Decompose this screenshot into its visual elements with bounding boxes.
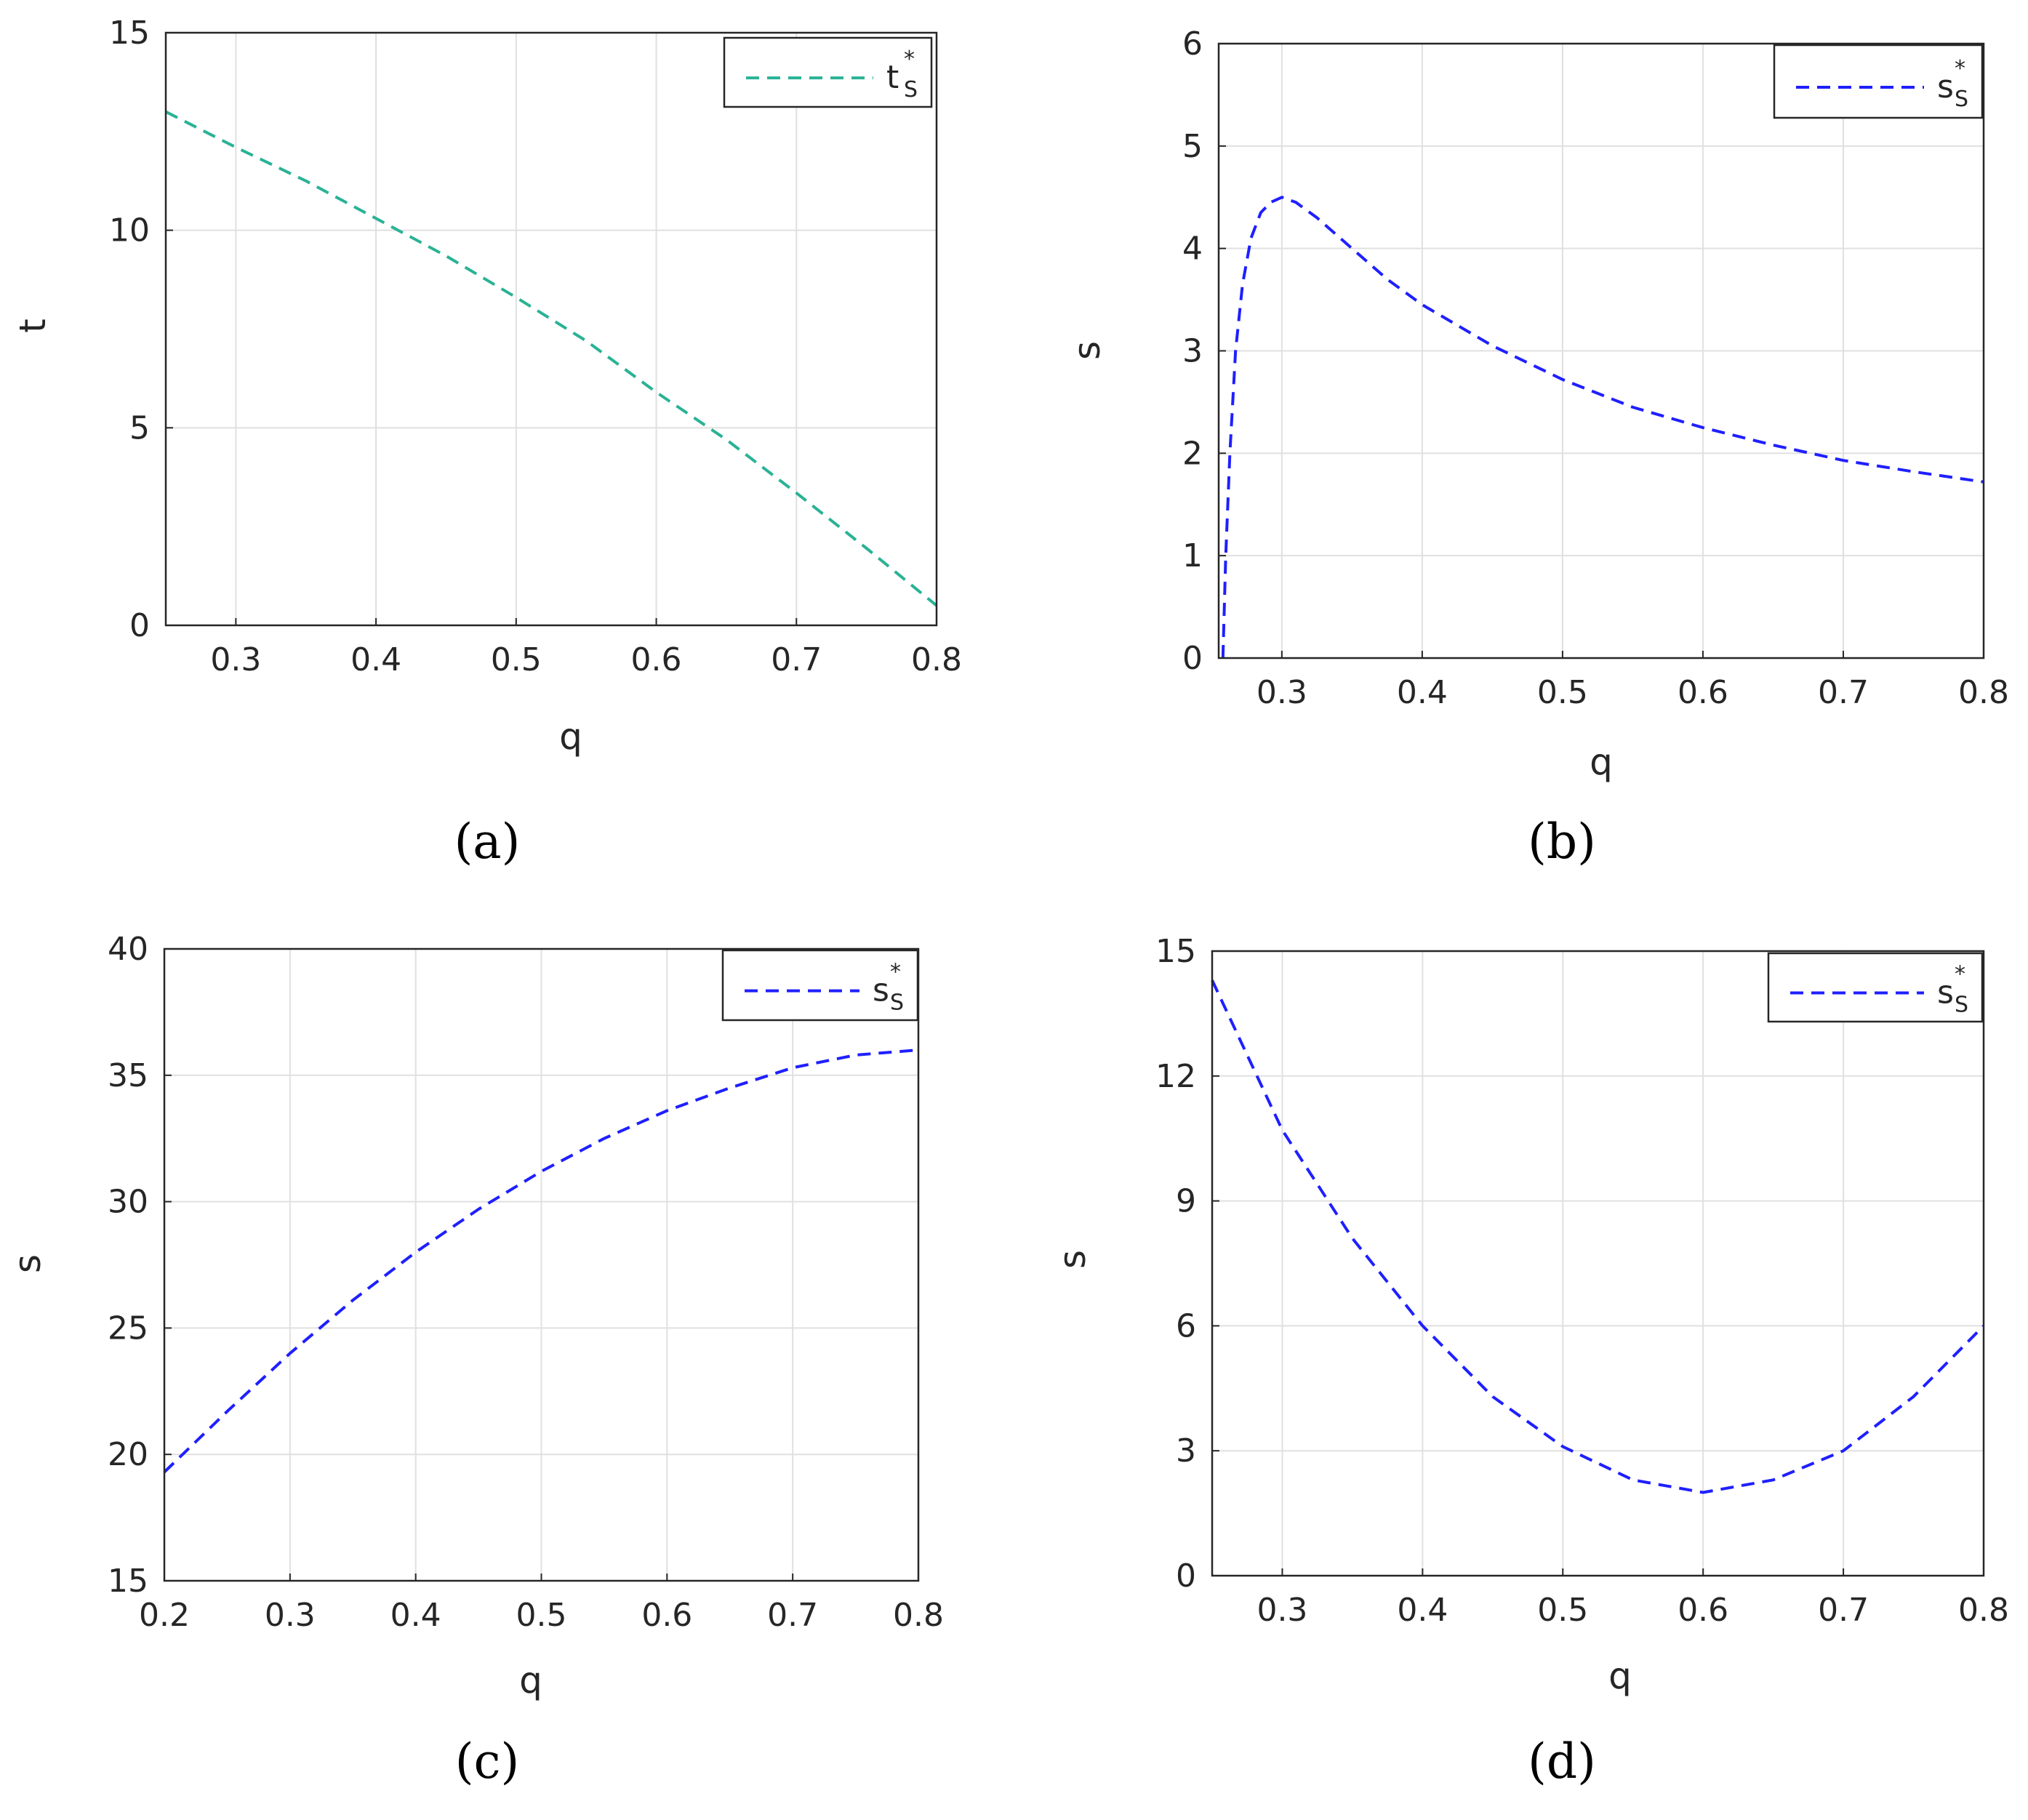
- x-tick-label-a-4: 0.7: [771, 641, 822, 678]
- x-axis-label-c: q: [519, 1659, 542, 1701]
- y-axis-label-c: s: [7, 1254, 49, 1273]
- x-tick-label-a-0: 0.3: [210, 641, 261, 678]
- legend-subscript-c: S: [890, 990, 904, 1016]
- x-tick-label-a-5: 0.8: [911, 641, 962, 678]
- x-tick-label-b-1: 0.4: [1397, 674, 1448, 711]
- y-tick-label-d-5: 15: [1155, 933, 1196, 970]
- legend-superscript-a: *: [904, 47, 915, 72]
- y-tick-label-b-3: 3: [1182, 333, 1203, 370]
- y-tick-label-c-4: 35: [108, 1057, 148, 1094]
- x-tick-label-c-3: 0.5: [516, 1597, 567, 1634]
- series-line-b-0: [1221, 196, 1984, 659]
- plot-area-a: [166, 33, 937, 625]
- x-tick-label-d-1: 0.4: [1397, 1592, 1448, 1629]
- y-tick-label-b-6: 6: [1182, 25, 1203, 63]
- x-tick-label-c-5: 0.7: [767, 1597, 818, 1634]
- x-tick-label-d-2: 0.5: [1537, 1592, 1588, 1629]
- y-tick-label-c-0: 15: [108, 1563, 148, 1600]
- legend-text-a: t: [886, 59, 899, 96]
- y-tick-label-b-4: 4: [1182, 230, 1203, 268]
- legend-subscript-d: S: [1955, 993, 1968, 1018]
- x-tick-label-d-0: 0.3: [1257, 1592, 1307, 1629]
- legend-box-b: [1773, 44, 1984, 119]
- legend-text-b: s: [1937, 68, 1954, 105]
- x-tick-label-c-2: 0.4: [390, 1597, 441, 1634]
- x-tick-label-d-4: 0.7: [1818, 1592, 1869, 1629]
- legend-box-d: [1767, 952, 1984, 1023]
- y-tick-label-d-0: 0: [1176, 1558, 1196, 1595]
- x-tick-label-b-0: 0.3: [1257, 674, 1307, 711]
- y-tick-label-b-5: 5: [1182, 128, 1203, 165]
- x-tick-label-d-5: 0.8: [1958, 1592, 2009, 1629]
- legend-box-a: [723, 36, 933, 108]
- legend-superscript-b: *: [1955, 56, 1965, 81]
- x-tick-label-b-4: 0.7: [1818, 674, 1869, 711]
- x-tick-label-a-1: 0.4: [350, 641, 401, 678]
- panel-label-b: (b): [1528, 814, 1596, 870]
- x-tick-label-c-0: 0.2: [139, 1597, 190, 1634]
- y-tick-label-b-0: 0: [1182, 640, 1203, 677]
- legend-text-d: s: [1937, 974, 1954, 1011]
- x-tick-label-d-3: 0.6: [1678, 1592, 1728, 1629]
- y-tick-label-c-3: 30: [108, 1184, 148, 1221]
- legend-superscript-c: *: [890, 960, 901, 985]
- panel-label-a: (a): [454, 814, 521, 870]
- y-tick-label-b-2: 2: [1182, 435, 1203, 472]
- x-tick-label-c-1: 0.3: [265, 1597, 316, 1634]
- x-tick-label-a-2: 0.5: [491, 641, 542, 678]
- y-axis-label-d: s: [1051, 1250, 1094, 1269]
- y-tick-label-d-4: 12: [1155, 1058, 1196, 1095]
- axes-box-d: [1211, 950, 1985, 1577]
- legend-c: s S *: [721, 949, 919, 1022]
- y-tick-label-a-3: 15: [109, 15, 150, 52]
- y-axis-label-a: t: [12, 318, 54, 333]
- y-tick-label-d-2: 6: [1176, 1307, 1196, 1344]
- y-tick-label-a-2: 10: [109, 212, 150, 249]
- legend-d: s S *: [1767, 952, 1984, 1023]
- legend-superscript-d: *: [1955, 962, 1965, 987]
- y-tick-label-c-1: 20: [108, 1436, 148, 1473]
- legend-box-c: [721, 949, 919, 1022]
- x-tick-label-a-3: 0.6: [631, 641, 682, 678]
- legend-a: t S *: [723, 36, 933, 108]
- y-tick-label-c-2: 25: [108, 1310, 148, 1347]
- series-line-c-0: [163, 1049, 919, 1473]
- panel-label-c: (c): [455, 1733, 519, 1789]
- y-tick-label-a-0: 0: [129, 607, 150, 644]
- axes-box-a: [164, 31, 938, 627]
- x-tick-label-c-4: 0.6: [641, 1597, 692, 1634]
- y-tick-label-d-1: 3: [1176, 1432, 1196, 1470]
- x-tick-label-c-6: 0.8: [893, 1597, 944, 1634]
- x-axis-label-b: q: [1590, 741, 1613, 783]
- x-tick-label-b-2: 0.5: [1537, 674, 1588, 711]
- y-tick-label-b-1: 1: [1182, 537, 1203, 574]
- x-axis-label-d: q: [1608, 1655, 1632, 1697]
- panel-label-d: (d): [1528, 1733, 1596, 1789]
- y-tick-label-c-5: 40: [108, 931, 148, 968]
- x-tick-label-b-5: 0.8: [1958, 674, 2009, 711]
- x-tick-label-b-3: 0.6: [1678, 674, 1728, 711]
- x-axis-label-a: q: [559, 715, 582, 758]
- y-axis-label-b: s: [1066, 341, 1108, 360]
- legend-subscript-b: S: [1955, 87, 1968, 112]
- legend-text-c: s: [873, 972, 889, 1009]
- plot-area-d: [1212, 951, 1984, 1576]
- y-tick-label-d-3: 9: [1176, 1183, 1196, 1220]
- y-tick-label-a-1: 5: [129, 409, 150, 446]
- legend-subscript-a: S: [904, 77, 918, 103]
- legend-b: s S *: [1773, 44, 1984, 119]
